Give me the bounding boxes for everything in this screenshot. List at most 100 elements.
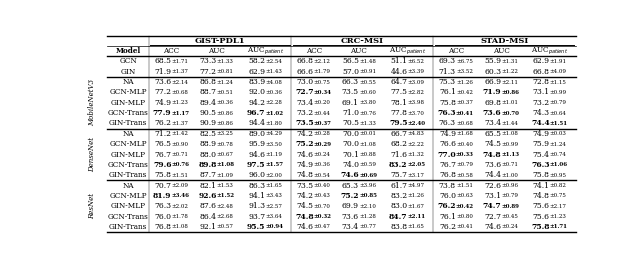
Text: GIN-Trans: GIN-Trans — [109, 119, 147, 128]
Text: 87.7: 87.7 — [200, 171, 217, 179]
Text: ±0.36: ±0.36 — [265, 90, 282, 95]
Text: 76.2: 76.2 — [154, 119, 172, 128]
Text: ±3.64: ±3.64 — [265, 214, 282, 219]
Text: ±0.69: ±0.69 — [359, 173, 377, 178]
Text: ±0.85: ±0.85 — [359, 193, 377, 198]
Text: 74.2: 74.2 — [297, 192, 314, 200]
Text: 73.6: 73.6 — [154, 78, 172, 86]
Text: 65.5: 65.5 — [484, 130, 501, 138]
Text: 66.6: 66.6 — [297, 68, 314, 76]
Text: GIN: GIN — [120, 68, 136, 76]
Text: 71.9: 71.9 — [154, 68, 172, 76]
Text: GCN-Trans: GCN-Trans — [108, 161, 148, 169]
Text: ±1.06: ±1.06 — [550, 162, 568, 167]
Text: ±0.63: ±0.63 — [456, 193, 473, 198]
Text: 73.5: 73.5 — [295, 119, 314, 128]
Text: ±2.14: ±2.14 — [172, 80, 188, 85]
Text: ACC: ACC — [448, 47, 464, 55]
Text: ±1.08: ±1.08 — [359, 142, 376, 147]
Text: CRC-MSI: CRC-MSI — [340, 37, 383, 45]
Text: 75.8: 75.8 — [439, 99, 456, 107]
Text: ±0.36: ±0.36 — [217, 100, 234, 105]
Text: 73.2: 73.2 — [296, 109, 314, 117]
Text: ±1.22: ±1.22 — [501, 69, 518, 74]
Text: 74.7: 74.7 — [483, 202, 501, 210]
Text: AUC$_{patient}$: AUC$_{patient}$ — [246, 45, 284, 57]
Text: ±3.52: ±3.52 — [456, 69, 473, 74]
Text: ±0.74: ±0.74 — [550, 152, 566, 157]
Text: GCN: GCN — [119, 57, 137, 65]
Text: ±1.80: ±1.80 — [265, 121, 282, 126]
Text: GIN-Trans: GIN-Trans — [109, 171, 147, 179]
Text: 86.3: 86.3 — [248, 181, 265, 190]
Text: ±0.54: ±0.54 — [314, 173, 331, 178]
Text: 79.6: 79.6 — [153, 161, 172, 169]
Text: ±3.96: ±3.96 — [359, 183, 376, 188]
Text: 74.6: 74.6 — [340, 171, 359, 179]
Text: 77.2: 77.2 — [154, 88, 172, 97]
Text: 73.6: 73.6 — [342, 213, 359, 221]
Text: ±0.34: ±0.34 — [314, 90, 332, 95]
Text: 58.2: 58.2 — [248, 57, 265, 65]
Text: ±0.99: ±0.99 — [501, 142, 518, 147]
Text: ±3.09: ±3.09 — [408, 80, 424, 85]
Text: ±1.78: ±1.78 — [172, 214, 188, 219]
Text: 73.4: 73.4 — [342, 223, 359, 231]
Text: 93.7: 93.7 — [248, 213, 265, 221]
Text: GIN-MLP: GIN-MLP — [111, 99, 145, 107]
Text: AUC: AUC — [351, 47, 367, 55]
Text: 74.4: 74.4 — [484, 171, 501, 179]
Text: GCN-MLP: GCN-MLP — [109, 88, 147, 97]
Text: 66.3: 66.3 — [342, 78, 359, 86]
Text: 74.2: 74.2 — [297, 130, 314, 138]
Text: 88.0: 88.0 — [200, 150, 217, 159]
Text: ±1.19: ±1.19 — [265, 152, 282, 157]
Text: ±2.17: ±2.17 — [550, 204, 566, 209]
Text: 74.8: 74.8 — [295, 213, 314, 221]
Text: ±1.52: ±1.52 — [217, 193, 235, 198]
Text: ±0.81: ±0.81 — [217, 69, 234, 74]
Text: NA: NA — [122, 78, 134, 86]
Text: ±1.37: ±1.37 — [172, 121, 188, 126]
Text: ±1.71: ±1.71 — [550, 224, 568, 229]
Text: ±0.80: ±0.80 — [456, 214, 473, 219]
Text: 77.0: 77.0 — [437, 150, 456, 159]
Text: GIST-PDL1: GIST-PDL1 — [195, 37, 245, 45]
Text: ±0.99: ±0.99 — [550, 90, 567, 95]
Text: ±6.75: ±6.75 — [456, 59, 473, 64]
Text: 71.9: 71.9 — [483, 88, 501, 97]
Text: ±0.37: ±0.37 — [314, 121, 332, 126]
Text: ±0.94: ±0.94 — [265, 224, 284, 229]
Text: GIN-Trans: GIN-Trans — [109, 223, 147, 231]
Text: ±0.55: ±0.55 — [359, 80, 376, 85]
Text: ±0.24: ±0.24 — [501, 224, 518, 229]
Text: 74.8: 74.8 — [297, 171, 314, 179]
Text: ±3.39: ±3.39 — [408, 69, 424, 74]
Text: ±1.51: ±1.51 — [456, 183, 473, 188]
Text: 97.5: 97.5 — [246, 161, 265, 169]
Text: ±2.48: ±2.48 — [217, 204, 234, 209]
Text: 66.8: 66.8 — [297, 57, 314, 65]
Text: DenseNet: DenseNet — [88, 137, 96, 172]
Text: ±1.57: ±1.57 — [265, 162, 284, 167]
Text: 76.3: 76.3 — [531, 161, 550, 169]
Text: 75.2: 75.2 — [295, 140, 314, 148]
Text: 73.2: 73.2 — [532, 99, 550, 107]
Text: 76.3: 76.3 — [439, 119, 456, 128]
Text: AUC$_{patient}$: AUC$_{patient}$ — [531, 45, 568, 57]
Text: ±0.45: ±0.45 — [501, 214, 518, 219]
Text: ±0.41: ±0.41 — [456, 224, 473, 229]
Text: ±0.75: ±0.75 — [550, 193, 566, 198]
Text: 76.2: 76.2 — [437, 202, 456, 210]
Text: 66.8: 66.8 — [532, 68, 550, 76]
Text: ±2.54: ±2.54 — [265, 59, 282, 64]
Text: AUC$_{patient}$: AUC$_{patient}$ — [389, 45, 426, 57]
Text: GCN-MLP: GCN-MLP — [109, 140, 147, 148]
Text: ±1.67: ±1.67 — [408, 204, 424, 209]
Text: ±1.53: ±1.53 — [217, 183, 234, 188]
Text: 74.9: 74.9 — [532, 130, 550, 138]
Text: ±3.25: ±3.25 — [217, 131, 234, 136]
Text: 72.7: 72.7 — [295, 88, 314, 97]
Text: ±1.26: ±1.26 — [456, 80, 473, 85]
Text: ±0.59: ±0.59 — [359, 162, 376, 167]
